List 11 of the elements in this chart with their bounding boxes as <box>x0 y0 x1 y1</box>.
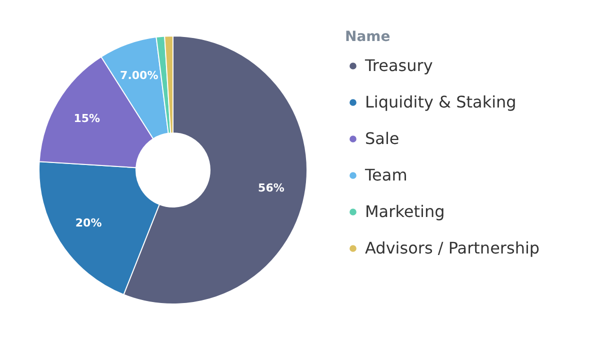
data-label: 20% <box>75 216 102 230</box>
data-label: 7.00% <box>120 68 158 82</box>
legend-label: Advisors / Partnership <box>365 238 540 258</box>
legend-title: Name <box>345 29 390 45</box>
legend-label: Sale <box>365 129 400 148</box>
data-label: 15% <box>74 112 100 126</box>
legend-label: Team <box>364 166 408 184</box>
legend-label: Treasury <box>364 56 433 75</box>
legend-label: Liquidity & Staking <box>365 92 516 112</box>
data-label: 56% <box>258 182 284 195</box>
legend-label: Marketing <box>365 202 445 221</box>
